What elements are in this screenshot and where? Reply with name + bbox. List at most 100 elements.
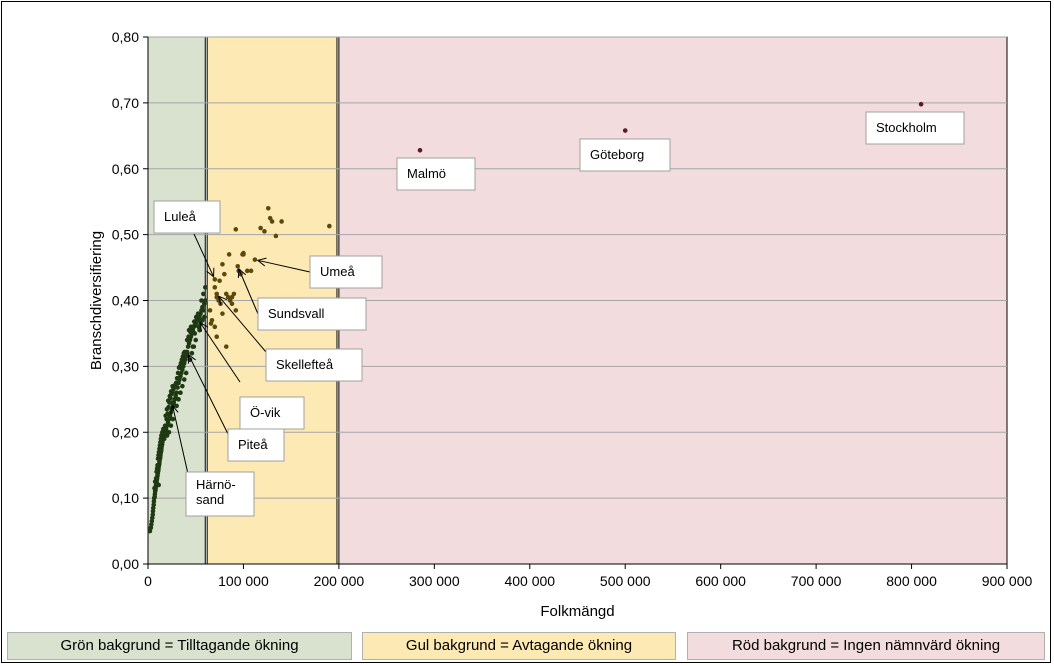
data-point	[164, 406, 170, 412]
x-tick-label: 700 000	[791, 573, 842, 589]
callout-label: Skellefteå	[276, 357, 334, 372]
data-point	[159, 433, 165, 438]
data-point	[202, 285, 208, 290]
data-point	[154, 466, 160, 471]
data-point	[166, 429, 172, 435]
data-point	[202, 314, 207, 320]
data-point	[173, 380, 179, 386]
data-point	[248, 268, 254, 274]
data-point	[157, 443, 163, 448]
y-tick-label: 0,50	[112, 227, 139, 243]
data-point-labeled	[184, 349, 190, 355]
data-point-labeled	[252, 257, 258, 262]
x-tick-label: 900 000	[982, 573, 1033, 589]
data-point	[233, 308, 239, 313]
data-point	[191, 319, 197, 324]
data-point	[223, 344, 229, 349]
y-tick-label: 0,60	[112, 161, 139, 177]
data-point	[191, 344, 197, 349]
callout-label: Härnö-sand	[196, 477, 236, 507]
callout-arrow-line	[257, 259, 311, 273]
x-axis-title: Folkmängd	[540, 603, 614, 620]
data-point-labeled	[169, 400, 175, 405]
callout-label: Sundsvall	[268, 306, 324, 321]
callout-label: Piteå	[238, 437, 268, 452]
data-point	[181, 377, 187, 382]
y-tick-label: 0,70	[112, 95, 139, 111]
callout-label: Stockholm	[876, 120, 937, 135]
callout-arrow-line	[188, 354, 229, 435]
data-point	[217, 278, 222, 284]
callout-arrow-line	[218, 295, 267, 353]
callout-box	[239, 396, 305, 430]
data-point	[199, 298, 204, 303]
callout-label: Luleå	[164, 209, 197, 224]
data-point	[279, 219, 284, 224]
data-point	[212, 285, 218, 290]
data-point	[201, 291, 206, 297]
data-point	[273, 233, 279, 239]
x-tick-label: 200 000	[314, 573, 365, 589]
data-point	[174, 403, 179, 409]
x-tick-label: 600 000	[695, 573, 746, 589]
data-point	[167, 393, 173, 399]
data-point	[163, 413, 168, 419]
callout-arrow-head	[217, 295, 228, 306]
callout-arrow-head	[199, 321, 209, 332]
data-point	[207, 308, 213, 313]
data-point-labeled	[196, 317, 201, 323]
data-point	[180, 383, 185, 389]
callout-box	[185, 471, 255, 517]
data-point	[156, 449, 162, 455]
data-point	[152, 485, 157, 491]
callout-arrow-head	[237, 267, 247, 278]
x-tick-label: 0	[144, 573, 152, 589]
data-point	[174, 390, 179, 396]
data-point	[184, 337, 190, 343]
data-point-labeled	[918, 101, 924, 107]
data-point	[229, 301, 235, 307]
callout-box	[396, 157, 476, 191]
data-point-labeled	[417, 148, 423, 153]
callout-arrow-head	[256, 257, 267, 267]
data-point	[150, 512, 156, 517]
data-point	[258, 225, 263, 231]
x-tick-label: 800 000	[886, 573, 937, 589]
data-point	[220, 261, 225, 267]
data-point	[222, 271, 227, 277]
data-point-labeled	[622, 128, 628, 133]
callout-label: Göteborg	[590, 147, 644, 162]
data-point	[212, 324, 218, 330]
data-point	[151, 499, 157, 504]
data-point	[189, 350, 195, 356]
data-point	[178, 390, 183, 396]
data-point	[214, 334, 220, 340]
data-point	[176, 397, 181, 402]
callout-label: Ö-vik	[250, 405, 281, 420]
data-point	[161, 436, 167, 442]
y-tick-label: 0,00	[112, 556, 139, 572]
data-point	[192, 331, 198, 336]
callout-arrow-head	[187, 353, 196, 364]
y-tick-label: 0,10	[112, 490, 139, 506]
legend-red: Röd bakgrund = Ingen nämnvärd ökning	[687, 632, 1045, 660]
y-axis-title: Branschdiversifiering	[88, 231, 105, 370]
y-tick-label: 0,30	[112, 358, 139, 374]
data-point	[174, 375, 180, 381]
legend-yellow: Gul bakgrund = Avtagande ökning	[362, 632, 676, 660]
data-point-labeled	[235, 263, 241, 269]
callout-arrow-line	[238, 268, 259, 315]
data-point	[233, 227, 239, 232]
y-tick-label: 0,20	[112, 424, 139, 440]
callout-box	[257, 297, 367, 331]
data-point	[201, 308, 206, 313]
callout-box	[865, 111, 965, 145]
data-point	[229, 294, 235, 300]
data-point	[188, 324, 194, 330]
callout-box	[227, 428, 285, 462]
data-point	[183, 370, 189, 376]
data-point	[269, 219, 275, 224]
data-point	[327, 223, 332, 229]
